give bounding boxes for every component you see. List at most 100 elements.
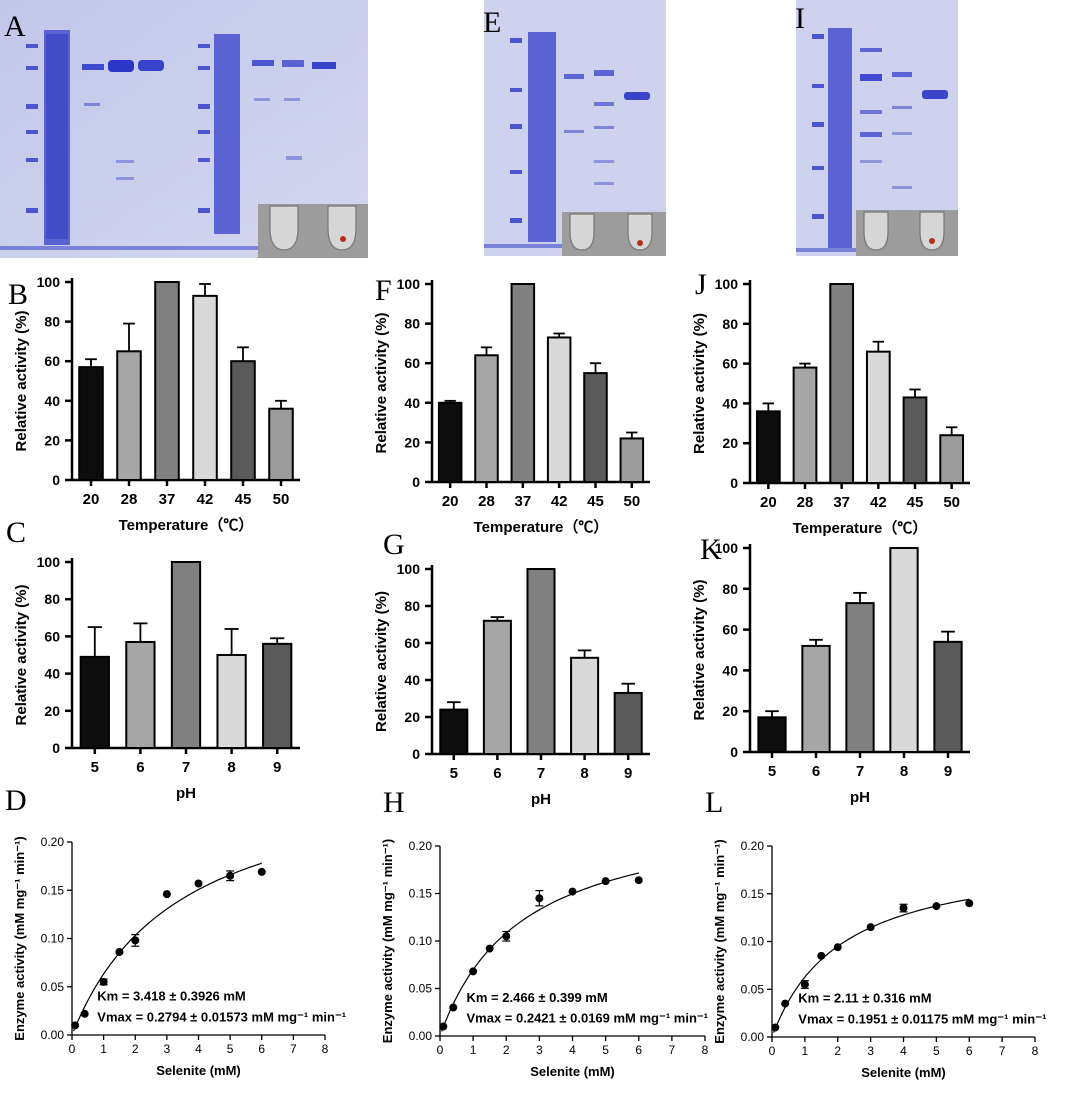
- x-axis-label: Selenite (mM): [156, 1063, 241, 1078]
- panel-label-d: D: [5, 784, 27, 817]
- y-tick-label: 40: [404, 395, 420, 411]
- y-tick-label: 80: [404, 316, 420, 332]
- x-tick-label: 2: [834, 1044, 841, 1058]
- bar-42: [192, 294, 218, 481]
- y-tick-label: 0: [730, 744, 738, 760]
- y-tick-label: 0.15: [741, 887, 765, 901]
- y-axis-label: Enzyme activity (mM mg⁻¹ min⁻¹): [712, 839, 727, 1043]
- data-point: [194, 879, 203, 888]
- bar-7: [170, 561, 202, 749]
- data-point: [131, 936, 140, 945]
- x-tick-label: 8: [580, 765, 588, 782]
- x-tick-label: 3: [867, 1044, 874, 1058]
- x-tick-label: 0: [437, 1043, 444, 1057]
- chart-c-ph: 0 20 40 60 80 100 Relative activity (%) 5 6 7 8 9 pH: [0, 550, 360, 805]
- bar-20: [755, 410, 781, 484]
- x-tick-label: 4: [900, 1044, 907, 1058]
- x-axis-label: Selenite (mM): [530, 1064, 615, 1079]
- x-tick-label: 45: [587, 493, 604, 510]
- y-tick-label: 0: [52, 740, 60, 756]
- bar-6: [125, 640, 156, 749]
- y-tick-label: 0.05: [741, 982, 765, 996]
- y-tick-label: 0.00: [741, 1030, 765, 1044]
- data-point: [932, 902, 941, 911]
- y-tick-label: 60: [404, 635, 420, 651]
- y-tick-label: 0.10: [741, 935, 765, 949]
- data-point: [485, 944, 494, 953]
- data-point: [965, 899, 974, 908]
- x-tick-label: 42: [551, 493, 568, 510]
- y-axis-label: Enzyme activity (mM mg⁻¹ min⁻¹): [12, 836, 27, 1040]
- x-tick-label: 45: [907, 494, 924, 511]
- data-point: [771, 1023, 780, 1032]
- x-tick-label: 50: [623, 493, 640, 510]
- x-tick-label: 7: [999, 1044, 1006, 1058]
- y-tick-label: 0.05: [409, 982, 433, 996]
- y-tick-label: 100: [397, 276, 421, 292]
- chart-svg-h: 0.00 0.05 0.10 0.15 0.20 0 1 2 3 4 5 6 7 8 Enzyme acti…: [380, 839, 709, 1079]
- bar-37: [829, 283, 855, 484]
- data-point: [449, 1003, 458, 1012]
- bar-7: [845, 602, 875, 753]
- bar-28: [116, 350, 142, 481]
- data-point: [71, 1021, 80, 1030]
- gel-image-i: [796, 0, 958, 256]
- y-tick-label: 100: [397, 561, 421, 577]
- x-tick-label: 37: [833, 494, 850, 511]
- data-point: [535, 894, 544, 903]
- x-tick-label: 9: [944, 763, 952, 780]
- vmax-annotation: Vmax = 0.1951 ± 0.01175 mM mg⁻¹ min⁻¹: [798, 1012, 1046, 1027]
- panel-label-k: K: [700, 533, 722, 566]
- y-tick-label: 0.00: [41, 1028, 65, 1042]
- x-tick-label: 45: [235, 491, 252, 508]
- bar-37: [510, 283, 536, 483]
- x-axis-label: Selenite (mM): [861, 1065, 946, 1080]
- x-tick-label: 50: [273, 491, 290, 508]
- x-tick-label: 37: [159, 491, 176, 508]
- x-tick-label: 28: [121, 491, 138, 508]
- gel-image-e: [484, 0, 666, 256]
- y-tick-label: 0: [730, 475, 738, 491]
- x-tick-label: 8: [900, 763, 908, 780]
- data-point: [80, 1009, 89, 1018]
- x-tick-label: 28: [797, 494, 814, 511]
- chart-j-temperature: 0 20 40 60 80 100 Relative activity (%) 20 28 37 4…: [690, 270, 1020, 545]
- x-tick-label: 0: [769, 1044, 776, 1058]
- chart-d-kinetics: 0.00 0.05 0.10 0.15 0.20 0 1 2 3 4 5 6 7 8 Enzyme acti…: [0, 820, 360, 1095]
- x-tick-label: 6: [966, 1044, 973, 1058]
- x-tick-label: 6: [812, 763, 820, 780]
- x-axis-label: pH: [850, 789, 870, 806]
- chart-svg-k: 0 20 40 60 80 100 Relative activity (%) 5 6 7 8 9 pH: [691, 540, 970, 806]
- bar-9: [262, 642, 293, 749]
- x-tick-label: 6: [136, 759, 144, 776]
- gel-image-a: [0, 0, 368, 258]
- data-point: [502, 932, 511, 941]
- bar-5: [439, 708, 469, 756]
- y-tick-label: 0.15: [409, 887, 433, 901]
- y-tick-label: 0.20: [741, 839, 765, 853]
- x-tick-label: 7: [182, 759, 190, 776]
- bar-45: [583, 372, 608, 483]
- x-tick-label: 8: [322, 1042, 329, 1056]
- x-tick-label: 8: [1032, 1044, 1039, 1058]
- y-tick-label: 40: [722, 662, 738, 678]
- data-point: [115, 948, 124, 957]
- x-tick-label: 3: [164, 1042, 171, 1056]
- y-axis-label: Relative activity (%): [373, 591, 390, 732]
- bar-5: [79, 655, 110, 749]
- x-tick-label: 7: [856, 763, 864, 780]
- x-tick-label: 37: [514, 493, 531, 510]
- bar-6: [482, 619, 512, 755]
- y-tick-label: 20: [404, 434, 420, 450]
- y-tick-label: 0.00: [409, 1029, 433, 1043]
- y-tick-label: 20: [404, 709, 420, 725]
- chart-l-kinetics: 0.00 0.05 0.10 0.15 0.20 0 1 2 3 4 5 6 7 8 Enzyme acti…: [700, 820, 1075, 1095]
- y-tick-label: 80: [722, 581, 738, 597]
- y-tick-label: 0.10: [409, 934, 433, 948]
- y-axis-label: Relative activity (%): [373, 313, 390, 454]
- km-annotation: Km = 3.418 ± 0.3926 mM: [97, 988, 245, 1003]
- y-tick-label: 60: [404, 355, 420, 371]
- chart-svg-b: 0 20 40 60 80 100 Relative activity (%) 20 28 37 4…: [13, 274, 300, 534]
- data-point: [162, 890, 171, 899]
- chart-svg-j: 0 20 40 60 80 100 Relative activity (%) 20 28 37 4…: [691, 276, 970, 537]
